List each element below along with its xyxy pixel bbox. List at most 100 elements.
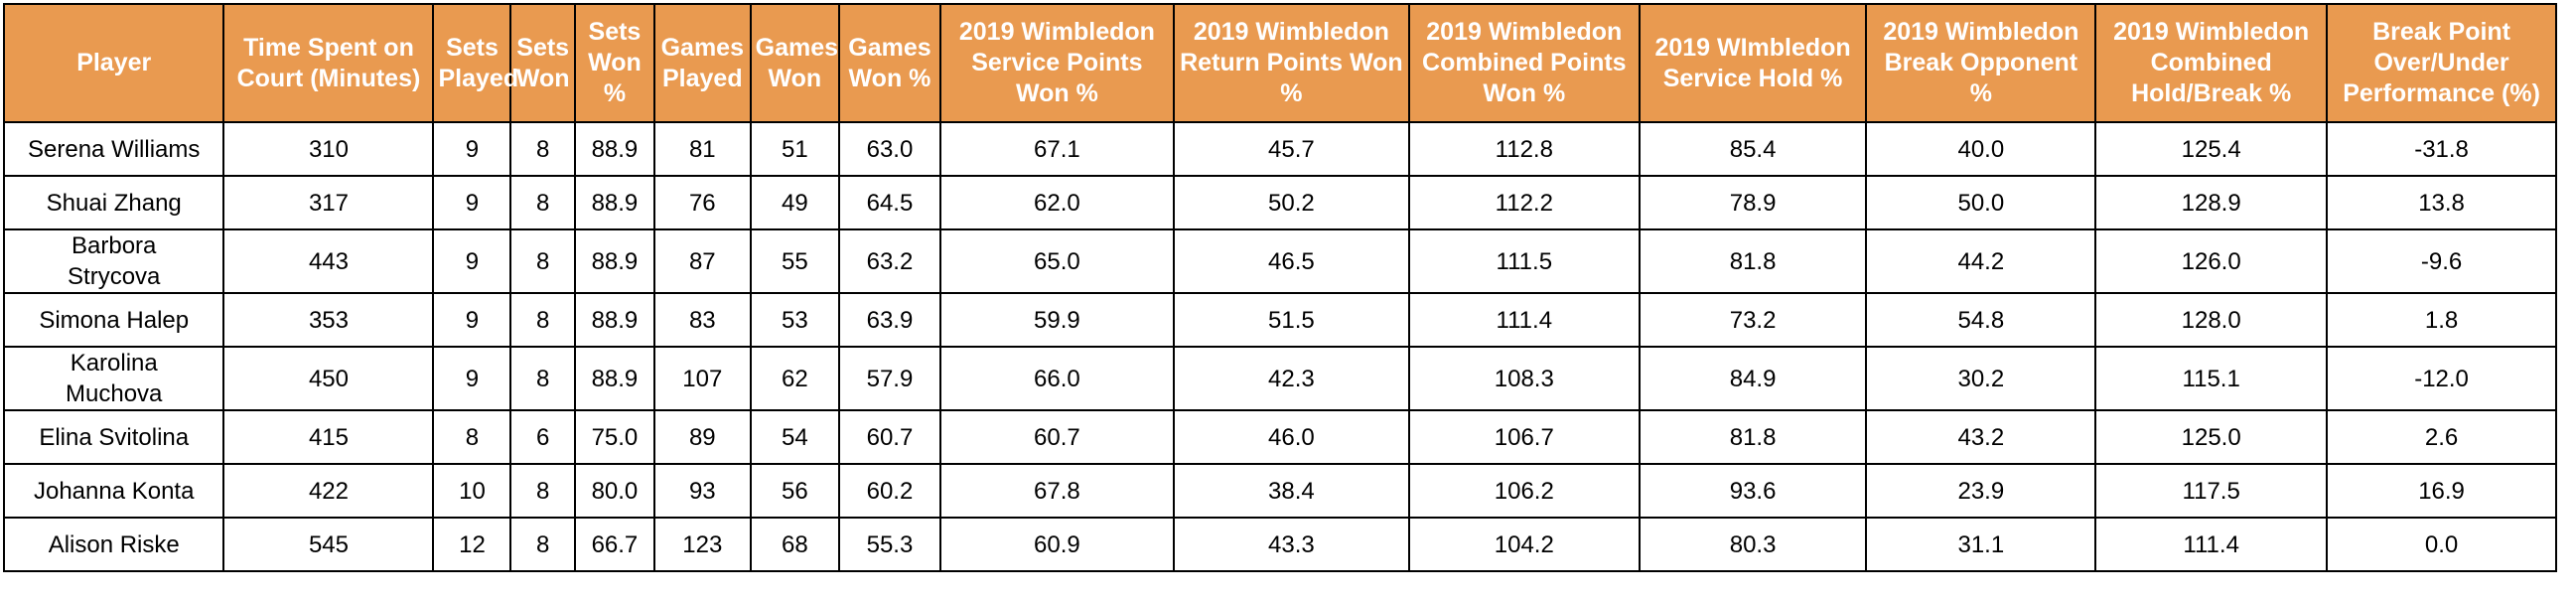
cell-return-points-won: 51.5 <box>1172 292 1410 348</box>
cell-games-won-pct: 63.2 <box>838 228 941 294</box>
cell-combined-hold-break: 125.4 <box>2094 121 2329 177</box>
cell-player: Barbora Strycova <box>2 228 225 294</box>
cell-games-won: 53 <box>749 292 841 348</box>
cell-return-points-won: 43.3 <box>1172 517 1410 572</box>
cell-sets-won-pct: 75.0 <box>573 409 655 465</box>
cell-break-opponent: 50.0 <box>1865 175 2097 230</box>
cell-sets-won-pct: 88.9 <box>573 346 655 411</box>
cell-return-points-won: 46.5 <box>1172 228 1410 294</box>
column-header-combined-hold-break: 2019 Wimbledon Combined Hold/Break % <box>2094 3 2329 123</box>
cell-time-on-court: 422 <box>222 463 435 519</box>
cell-sets-won: 8 <box>509 175 576 230</box>
table-row: Barbora Strycova 443 9 8 88.9 87 55 63.2 65.0 46.… <box>2 228 2557 294</box>
cell-service-hold: 80.3 <box>1638 517 1868 572</box>
cell-sets-played: 9 <box>432 292 512 348</box>
cell-service-points-won: 60.7 <box>938 409 1175 465</box>
cell-player: Johanna Konta <box>2 463 225 519</box>
cell-sets-played: 9 <box>432 346 512 411</box>
cell-service-hold: 81.8 <box>1638 228 1868 294</box>
cell-break-point-performance: -31.8 <box>2326 121 2557 177</box>
cell-combined-hold-break: 128.9 <box>2094 175 2329 230</box>
cell-time-on-court: 415 <box>222 409 435 465</box>
column-header-return-points-won: 2019 Wimbledon Return Points Won % <box>1172 3 1410 123</box>
cell-return-points-won: 50.2 <box>1172 175 1410 230</box>
cell-games-won-pct: 55.3 <box>838 517 941 572</box>
cell-combined-hold-break: 126.0 <box>2094 228 2329 294</box>
cell-games-played: 89 <box>652 409 752 465</box>
column-header-break-opponent: 2019 Wimbledon Break Opponent % <box>1865 3 2097 123</box>
cell-games-played: 81 <box>652 121 752 177</box>
cell-games-won: 56 <box>749 463 841 519</box>
cell-service-hold: 78.9 <box>1638 175 1868 230</box>
column-header-games-played: Games Played <box>652 3 752 123</box>
table-body: Serena Williams 310 9 8 88.9 81 51 63.0 67.1 45.7… <box>2 121 2557 572</box>
cell-time-on-court: 353 <box>222 292 435 348</box>
cell-games-won: 51 <box>749 121 841 177</box>
cell-sets-played: 10 <box>432 463 512 519</box>
cell-time-on-court: 545 <box>222 517 435 572</box>
cell-player: Alison Riske <box>2 517 225 572</box>
cell-games-won-pct: 57.9 <box>838 346 941 411</box>
table-row: Johanna Konta 422 10 8 80.0 93 56 60.2 67.8 38.4 1… <box>2 463 2557 519</box>
column-header-sets-won: Sets Won <box>509 3 576 123</box>
cell-games-won: 49 <box>749 175 841 230</box>
cell-service-hold: 85.4 <box>1638 121 1868 177</box>
cell-games-won-pct: 64.5 <box>838 175 941 230</box>
cell-service-points-won: 59.9 <box>938 292 1175 348</box>
cell-service-hold: 73.2 <box>1638 292 1868 348</box>
column-header-service-points-won: 2019 Wimbledon Service Points Won % <box>938 3 1175 123</box>
cell-sets-won-pct: 88.9 <box>573 175 655 230</box>
cell-sets-played: 12 <box>432 517 512 572</box>
cell-combined-points-won: 112.2 <box>1407 175 1641 230</box>
cell-return-points-won: 38.4 <box>1172 463 1410 519</box>
column-header-break-point-performance: Break Point Over/Under Performance (%) <box>2326 3 2557 123</box>
wimbledon-stats-table: Player Time Spent on Court (Minutes) Set… <box>2 3 2557 572</box>
cell-sets-won-pct: 66.7 <box>573 517 655 572</box>
cell-games-played: 93 <box>652 463 752 519</box>
cell-service-points-won: 67.8 <box>938 463 1175 519</box>
column-header-games-won: Games Won <box>749 3 841 123</box>
cell-time-on-court: 317 <box>222 175 435 230</box>
cell-break-point-performance: -9.6 <box>2326 228 2557 294</box>
cell-combined-hold-break: 128.0 <box>2094 292 2329 348</box>
cell-combined-hold-break: 125.0 <box>2094 409 2329 465</box>
cell-combined-hold-break: 111.4 <box>2094 517 2329 572</box>
cell-break-opponent: 40.0 <box>1865 121 2097 177</box>
cell-break-point-performance: -12.0 <box>2326 346 2557 411</box>
column-header-sets-played: Sets Played <box>432 3 518 123</box>
cell-break-opponent: 54.8 <box>1865 292 2097 348</box>
cell-player: Elina Svitolina <box>2 409 225 465</box>
cell-sets-won-pct: 80.0 <box>573 463 655 519</box>
cell-sets-won: 8 <box>509 121 576 177</box>
cell-service-points-won: 65.0 <box>938 228 1175 294</box>
cell-sets-won: 8 <box>509 517 576 572</box>
cell-return-points-won: 42.3 <box>1172 346 1410 411</box>
cell-player: Shuai Zhang <box>2 175 225 230</box>
cell-sets-played: 8 <box>432 409 512 465</box>
cell-break-opponent: 43.2 <box>1865 409 2097 465</box>
cell-break-opponent: 30.2 <box>1865 346 2097 411</box>
column-header-games-won-pct: Games Won % <box>838 3 941 123</box>
cell-sets-won: 8 <box>509 292 576 348</box>
cell-service-points-won: 60.9 <box>938 517 1175 572</box>
cell-games-played: 123 <box>652 517 752 572</box>
cell-sets-played: 9 <box>432 228 512 294</box>
header-row: Player Time Spent on Court (Minutes) Set… <box>2 3 2557 123</box>
cell-service-points-won: 66.0 <box>938 346 1175 411</box>
cell-games-won: 62 <box>749 346 841 411</box>
cell-time-on-court: 450 <box>222 346 435 411</box>
cell-service-hold: 81.8 <box>1638 409 1868 465</box>
cell-games-played: 76 <box>652 175 752 230</box>
cell-break-point-performance: 0.0 <box>2326 517 2557 572</box>
cell-sets-won: 8 <box>509 346 576 411</box>
cell-break-opponent: 31.1 <box>1865 517 2097 572</box>
column-header-combined-points-won: 2019 Wimbledon Combined Points Won % <box>1407 3 1641 123</box>
column-header-player: Player <box>2 3 225 123</box>
table-row: Simona Halep 353 9 8 88.9 83 53 63.9 59.9 51.5 111… <box>2 292 2557 348</box>
cell-games-played: 83 <box>652 292 752 348</box>
cell-combined-points-won: 112.8 <box>1407 121 1641 177</box>
table-row: Shuai Zhang 317 9 8 88.9 76 49 64.5 62.0 50.2 112.… <box>2 175 2557 230</box>
cell-break-point-performance: 2.6 <box>2326 409 2557 465</box>
cell-combined-points-won: 106.2 <box>1407 463 1641 519</box>
column-header-service-hold: 2019 WImbledon Service Hold % <box>1638 3 1868 123</box>
